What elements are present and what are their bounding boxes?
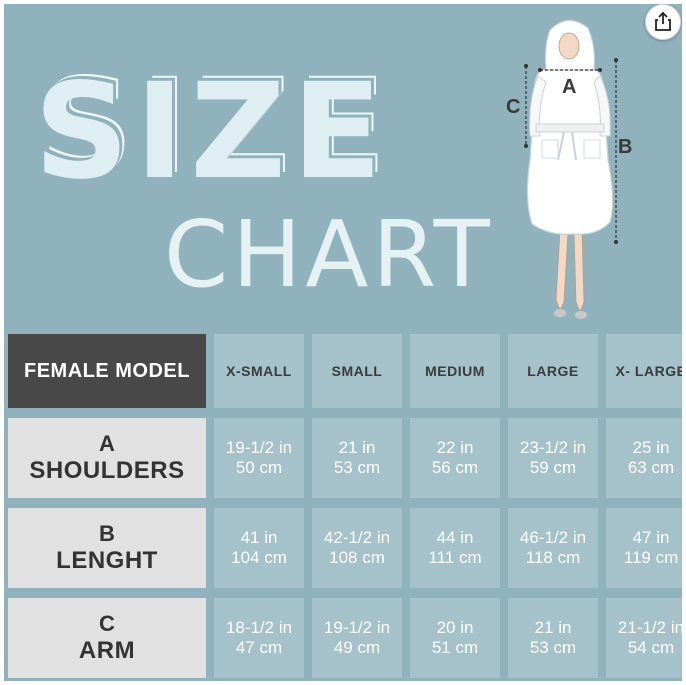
table-cell: 21-1/2 in 54 cm [606, 598, 682, 678]
value-inches: 20 in [436, 618, 474, 637]
value-inches: 41 in [240, 528, 278, 547]
table-cell: 25 in 63 cm [606, 418, 682, 498]
table-cell: 20 in 51 cm [410, 598, 500, 678]
row-name: ARM [78, 637, 136, 664]
value-cm: 53 cm [529, 638, 577, 657]
value-inches: 42-1/2 in [323, 528, 391, 547]
value-inches: 21 in [534, 618, 572, 637]
share-button[interactable] [645, 4, 681, 40]
value-cm: 51 cm [431, 638, 479, 657]
size-header-medium: MEDIUM [410, 334, 500, 408]
table-cell: 22 in 56 cm [410, 418, 500, 498]
table-cell: 44 in 111 cm [410, 508, 500, 588]
value-inches: 19-1/2 in [323, 618, 391, 637]
row-letter: C [99, 611, 115, 636]
value-inches: 19-1/2 in [225, 438, 293, 457]
value-cm: 59 cm [529, 458, 577, 477]
size-chart-image: SIZE CHART [4, 4, 682, 681]
value-inches: 21-1/2 in [617, 618, 682, 637]
table-cell: 21 in 53 cm [508, 598, 598, 678]
table-cell: 21 in 53 cm [312, 418, 402, 498]
value-cm: 108 cm [329, 548, 385, 567]
table-cell: 41 in 104 cm [214, 508, 304, 588]
value-inches: 47 in [632, 528, 670, 547]
row-header-length: B LENGHT [8, 508, 206, 588]
value-inches: 22 in [436, 438, 474, 457]
model-illustration: A C B [502, 10, 642, 330]
table-cell: 42-1/2 in 108 cm [312, 508, 402, 588]
value-inches: 23-1/2 in [519, 438, 587, 457]
value-inches: 25 in [632, 438, 670, 457]
size-header-xsmall: X-SMALL [214, 334, 304, 408]
table-cell: 18-1/2 in 47 cm [214, 598, 304, 678]
value-cm: 119 cm [623, 548, 679, 567]
table-cell: 23-1/2 in 59 cm [508, 418, 598, 498]
value-inches: 18-1/2 in [225, 618, 293, 637]
value-inches: 44 in [436, 528, 474, 547]
row-letter: A [99, 431, 115, 456]
title-chart: CHART [164, 201, 494, 308]
row-header-arm: C ARM [8, 598, 206, 678]
value-cm: 111 cm [428, 548, 482, 567]
robe-figure-icon [524, 19, 618, 319]
dimension-label-b: B [618, 136, 633, 158]
value-cm: 47 cm [235, 638, 283, 657]
size-header-large: LARGE [508, 334, 598, 408]
dimension-label-c: C [506, 96, 521, 118]
value-inches: 21 in [338, 438, 376, 457]
value-inches: 46-1/2 in [519, 528, 587, 547]
value-cm: 53 cm [333, 458, 381, 477]
row-header-shoulders: A SHOULDERS [8, 418, 206, 498]
share-icon [655, 12, 671, 31]
row-name: LENGHT [56, 547, 158, 574]
row-letter: B [99, 521, 115, 546]
dimension-label-a: A [562, 76, 577, 98]
table-cell: 47 in 119 cm [606, 508, 682, 588]
value-cm: 63 cm [627, 458, 675, 477]
table-corner-header: FEMALE MODEL [8, 334, 206, 408]
row-name: SHOULDERS [29, 457, 185, 484]
size-table: FEMALE MODEL X-SMALL SMALL MEDIUM LARGE … [8, 334, 682, 678]
value-cm: 104 cm [231, 548, 287, 567]
table-cell: 46-1/2 in 118 cm [508, 508, 598, 588]
value-cm: 118 cm [525, 548, 581, 567]
value-cm: 50 cm [235, 458, 283, 477]
value-cm: 49 cm [333, 638, 381, 657]
table-cell: 19-1/2 in 49 cm [312, 598, 402, 678]
value-cm: 54 cm [627, 638, 675, 657]
size-header-small: SMALL [312, 334, 402, 408]
title-size: SIZE [34, 55, 389, 209]
value-cm: 56 cm [431, 458, 479, 477]
size-header-xlarge: X- LARGE [606, 334, 682, 408]
table-cell: 19-1/2 in 50 cm [214, 418, 304, 498]
